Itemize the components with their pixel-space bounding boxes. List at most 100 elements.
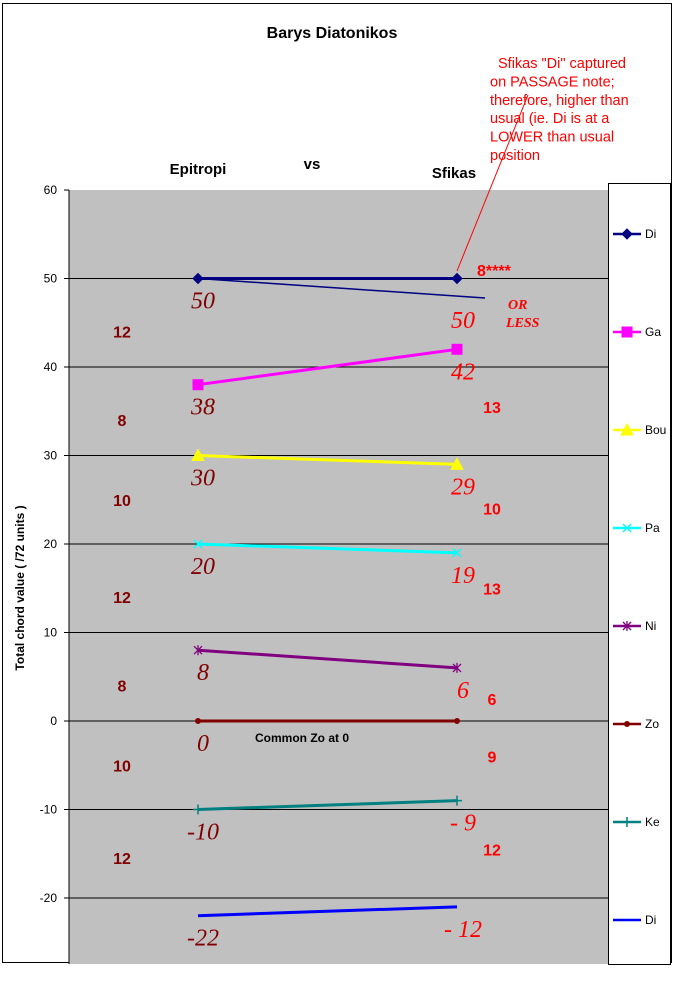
y-tick-label: -20 xyxy=(40,891,58,905)
series-zo xyxy=(195,718,460,724)
right-gap-label: 10 xyxy=(483,502,501,519)
callout-line: usual (ie. Di is at a xyxy=(490,111,610,127)
series-line xyxy=(197,799,458,811)
legend-item-ni: Ni xyxy=(613,619,656,633)
series-lines xyxy=(191,272,486,918)
data-point xyxy=(620,422,634,436)
y-tick-label: 40 xyxy=(44,360,58,374)
series-pa xyxy=(193,539,462,558)
left-value-label: 0 xyxy=(197,731,209,757)
left-value-label: 8 xyxy=(197,660,209,686)
legend-item-bou: Bou xyxy=(613,422,666,437)
header-right: Sfikas xyxy=(432,165,476,182)
callout-line: position xyxy=(490,148,540,164)
legend-item-zo: Zo xyxy=(613,717,659,731)
right-gap-label: 13 xyxy=(483,581,501,598)
data-point xyxy=(621,228,633,240)
callout-leader xyxy=(456,94,529,272)
right-value-label: 42 xyxy=(451,359,475,385)
right-value-label: 19 xyxy=(451,563,475,589)
left-gap-label: 10 xyxy=(113,758,131,775)
legend-label: Bou xyxy=(645,423,666,437)
y-tick-label: 60 xyxy=(44,183,58,197)
legend-label: Ga xyxy=(645,325,661,339)
data-point xyxy=(622,621,632,631)
data-point xyxy=(193,645,203,656)
y-tick-label: -10 xyxy=(40,803,58,817)
series-line xyxy=(197,648,458,670)
data-point xyxy=(452,548,462,558)
legend-label: Di xyxy=(645,227,656,241)
right-value-label: 50 xyxy=(451,308,475,334)
data-point xyxy=(192,379,204,391)
left-value-label: -10 xyxy=(187,820,219,846)
or-less-line2: LESS xyxy=(505,316,540,331)
y-tick-label: 10 xyxy=(44,626,58,640)
or-less-line1: OR xyxy=(508,298,527,313)
left-value-label: 50 xyxy=(191,289,215,315)
series-line xyxy=(197,542,458,555)
legend-label: Pa xyxy=(645,521,660,535)
left-value-label: 20 xyxy=(191,554,215,580)
series-bou xyxy=(191,448,464,470)
legend-item-di: Di xyxy=(613,227,656,241)
left-gap-label: 12 xyxy=(113,325,131,342)
di-adjusted-line xyxy=(197,277,486,299)
plot-area xyxy=(69,190,608,964)
data-point xyxy=(191,448,205,461)
y-axis-label: Total chord value ( /72 units ) xyxy=(13,505,27,670)
data-point xyxy=(452,662,462,673)
callout-line: on PASSAGE note; xyxy=(490,74,615,90)
right-value-label: - 12 xyxy=(444,917,482,943)
marker-note: 8**** xyxy=(477,263,512,280)
legend-item-ga: Ga xyxy=(613,325,661,339)
right-gap-label: 6 xyxy=(488,692,497,709)
legend-label: Ni xyxy=(645,619,656,633)
data-point xyxy=(452,795,462,806)
y-tick-label: 50 xyxy=(44,272,58,286)
left-value-label: 30 xyxy=(190,466,215,492)
left-gap-label: 10 xyxy=(113,493,131,510)
callout-text: Sfikas "Di" captured on PASSAGE note; ther… xyxy=(490,56,629,164)
value-labels: 50 38 30 20 8 0 -10 -22 50 42 29 19 6 - 9 - 12 12 8 10 12 8… xyxy=(113,289,501,952)
legend: Di Ga Bou Pa Ni Zo Ke Di xyxy=(613,227,666,927)
zo-note: Common Zo at 0 xyxy=(255,731,349,745)
series-ni xyxy=(193,645,462,673)
data-point xyxy=(624,721,630,727)
chart-title: Barys Diatonikos xyxy=(267,25,398,42)
data-point xyxy=(621,326,633,338)
y-axis-ticks: 60 50 40 30 20 10 0 -10 -20 xyxy=(40,183,69,905)
left-value-label: -22 xyxy=(187,926,219,952)
series-di xyxy=(192,272,463,285)
series-line xyxy=(197,905,458,918)
data-point xyxy=(451,272,463,285)
data-point xyxy=(451,343,463,355)
series-line xyxy=(197,454,458,466)
legend-box xyxy=(608,183,671,965)
legend-label: Di xyxy=(645,913,656,927)
data-point xyxy=(193,539,203,549)
right-gap-label: 9 xyxy=(488,749,497,766)
y-tick-label: 0 xyxy=(50,714,57,728)
right-gap-label: 13 xyxy=(483,400,501,417)
right-value-label: 29 xyxy=(451,474,475,500)
left-value-label: 38 xyxy=(190,395,215,421)
series-ga xyxy=(192,343,463,391)
right-value-label: - 9 xyxy=(450,811,476,837)
data-point xyxy=(454,718,460,724)
legend-item-pa: Pa xyxy=(613,521,660,535)
y-tick-label: 20 xyxy=(44,537,58,551)
legend-label: Ke xyxy=(645,815,660,829)
data-point xyxy=(450,457,464,470)
left-gap-label: 8 xyxy=(118,679,127,696)
legend-item-ke: Ke xyxy=(613,815,660,829)
callout-line: Sfikas "Di" captured xyxy=(498,56,626,72)
data-point xyxy=(622,817,632,827)
header-left: Epitropi xyxy=(170,161,227,178)
series-line xyxy=(197,347,458,387)
data-point xyxy=(622,523,632,533)
right-gap-label: 12 xyxy=(483,842,501,859)
series-ke xyxy=(193,795,462,815)
series-di xyxy=(197,905,458,918)
